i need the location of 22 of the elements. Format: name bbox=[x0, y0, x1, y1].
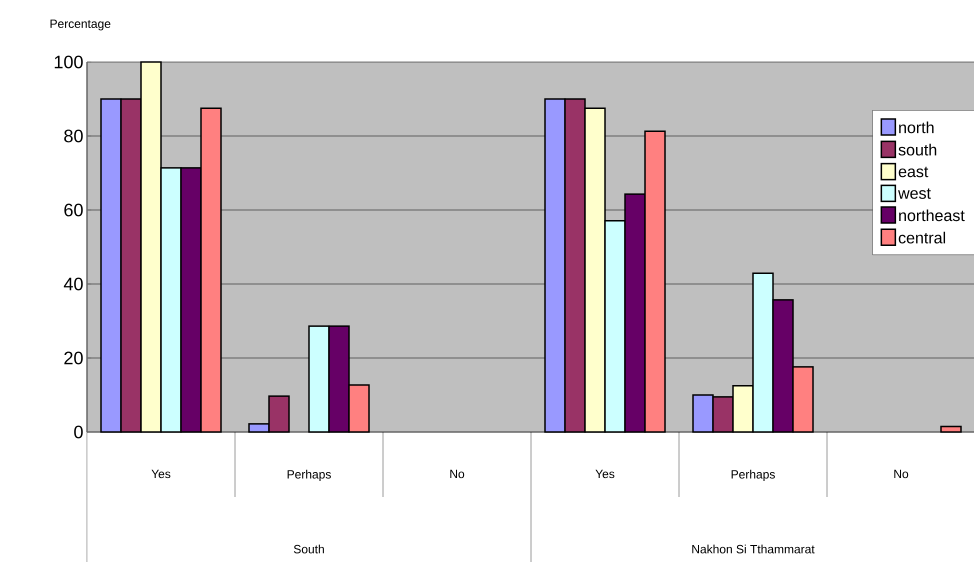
y-tick-label: 40 bbox=[64, 278, 83, 290]
x-tick-label: Yes bbox=[595, 470, 614, 478]
y-tick-label: 80 bbox=[64, 130, 83, 142]
legend-label: east bbox=[898, 166, 928, 178]
legend-label: north bbox=[899, 122, 934, 134]
x-tick-label: Perhaps bbox=[288, 470, 331, 481]
x-tick-label: No bbox=[450, 470, 464, 478]
x-tick-label: Perhaps bbox=[732, 470, 775, 481]
text: South bbox=[294, 544, 324, 554]
y-tick-label: 20 bbox=[64, 352, 83, 364]
x-tick-label: No bbox=[894, 470, 908, 478]
y-tick-label: 100 bbox=[54, 56, 83, 68]
y-tick-label: 60 bbox=[64, 204, 83, 216]
legend-label: northeast bbox=[899, 209, 965, 222]
x-tick-label: Yes bbox=[151, 470, 170, 478]
text: Nakhon Si Tthammarat bbox=[692, 544, 815, 554]
legend-label: south bbox=[898, 144, 936, 156]
legend-label: west bbox=[898, 188, 931, 199]
y-tick-label: 0 bbox=[74, 426, 83, 438]
legend-label: central bbox=[898, 232, 946, 244]
y-axis-title: Percentage bbox=[50, 20, 110, 30]
bar bbox=[940, 426, 962, 433]
